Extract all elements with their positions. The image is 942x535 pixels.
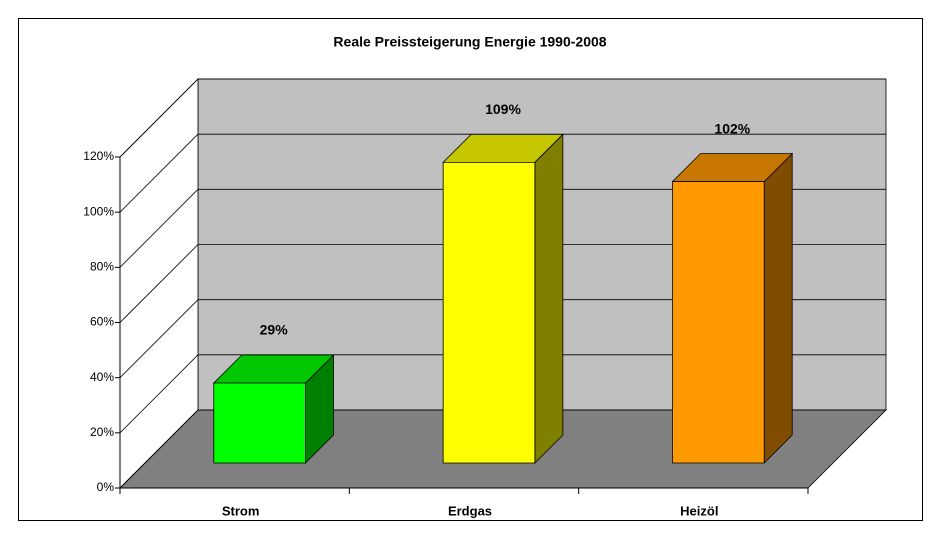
y-tick-label: 0%: [97, 480, 115, 494]
x-tick-label: Strom: [222, 503, 260, 518]
chart-title: Reale Preissteigerung Energie 1990-2008: [333, 34, 606, 50]
bar-front: [442, 161, 536, 464]
bar: [442, 133, 564, 464]
bar: [671, 152, 794, 464]
bar-front: [213, 382, 306, 464]
y-tick-label: 20%: [90, 425, 114, 439]
grid-line: [119, 133, 886, 213]
bar-side: [763, 152, 793, 464]
x-tick-label: Heizöl: [680, 503, 718, 518]
grid-line: [119, 244, 886, 323]
x-tick-label: Erdgas: [448, 503, 492, 518]
bar: [212, 354, 335, 464]
grid-line: [119, 78, 886, 158]
y-tick-label: 120%: [83, 149, 114, 163]
grid-line: [119, 409, 886, 489]
value-label: 109%: [485, 101, 521, 117]
y-tick-label: 80%: [90, 260, 114, 274]
grid-line: [119, 188, 886, 268]
bar-front: [672, 181, 765, 464]
grid-line: [119, 354, 886, 434]
grid-line: [119, 299, 886, 378]
y-tick-label: 60%: [90, 315, 114, 329]
y-tick-label: 100%: [83, 204, 114, 218]
bar-side: [534, 133, 564, 464]
y-tick-label: 40%: [90, 370, 114, 384]
value-label: 102%: [714, 120, 750, 136]
value-label: 29%: [260, 322, 289, 338]
